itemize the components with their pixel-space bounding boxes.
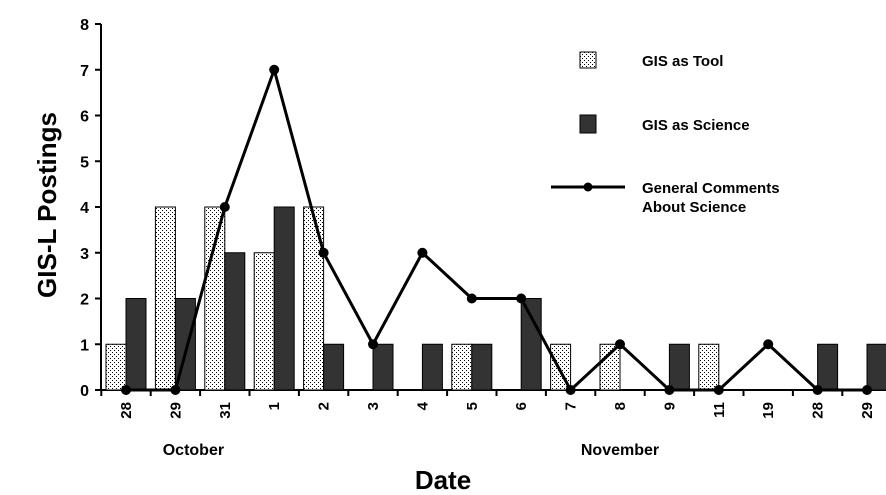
line-point xyxy=(368,339,378,350)
line-point xyxy=(862,385,872,395)
bar-gis-as-tool xyxy=(204,206,226,391)
line-point xyxy=(713,385,724,395)
x-tick-label: 29 xyxy=(859,402,876,419)
legend-label-tool: GIS as Tool xyxy=(642,53,723,70)
y-tick-label: 5 xyxy=(80,154,89,171)
y-tick-label: 7 xyxy=(80,63,89,80)
bar-gis-as-science xyxy=(520,298,542,391)
bar-gis-as-science xyxy=(273,206,295,391)
bar-gis-as-tool xyxy=(451,343,473,391)
bar-gis-as-science xyxy=(323,343,345,391)
bar-gis-as-science xyxy=(125,298,147,391)
bar-gis-as-tool xyxy=(105,343,127,391)
x-tick-label: 6 xyxy=(513,402,530,410)
line-point xyxy=(516,293,527,304)
line-point xyxy=(763,339,774,350)
x-tick-label: 31 xyxy=(217,402,234,419)
legend: GIS as Tool GIS as Science General Comme… xyxy=(551,51,780,216)
x-tick-label: 4 xyxy=(414,401,431,410)
bar-gis-as-tool xyxy=(253,252,275,391)
y-tick-label: 8 xyxy=(80,17,89,34)
bar-gis-as-science xyxy=(668,343,690,391)
x-tick-label: 28 xyxy=(118,402,135,419)
bar-gis-as-tool xyxy=(303,206,325,391)
bar-gis-as-science xyxy=(866,343,886,391)
bar-gis-as-science xyxy=(471,343,493,391)
line-point xyxy=(812,385,823,395)
x-axis-title: Date xyxy=(415,465,471,495)
line-point xyxy=(664,385,675,395)
legend-swatch-tool xyxy=(579,51,597,69)
bars xyxy=(105,206,886,391)
x-tick-label: 1 xyxy=(266,402,283,410)
y-tick-label: 4 xyxy=(80,200,89,217)
line-point xyxy=(318,247,329,258)
bar-gis-as-science xyxy=(224,252,246,391)
legend-swatch-science xyxy=(579,114,597,134)
month-label: October xyxy=(163,442,224,459)
y-tick-label: 6 xyxy=(80,109,89,126)
x-tick-label: 28 xyxy=(810,402,827,419)
line-series xyxy=(121,64,872,395)
legend-label-science: GIS as Science xyxy=(642,117,750,134)
x-tick-label: 2 xyxy=(316,402,333,410)
x-axis: 28 29 31 1 2 3 4 5 6 7 8 9 11 19 28 29 October November xyxy=(100,389,886,459)
line-point xyxy=(269,64,280,75)
line-point xyxy=(170,385,181,395)
line-point xyxy=(121,385,131,395)
x-tick-label: 19 xyxy=(760,402,777,419)
bar-gis-as-science xyxy=(372,343,394,391)
y-tick-label: 3 xyxy=(80,246,89,263)
y-tick-label: 0 xyxy=(80,383,89,400)
legend-marker-comments xyxy=(583,182,593,192)
y-tick-label: 2 xyxy=(80,292,89,309)
x-tick-label: 5 xyxy=(464,402,481,410)
bar-gis-as-tool xyxy=(599,343,621,391)
y-tick-label: 1 xyxy=(80,337,89,354)
line-point xyxy=(466,293,477,304)
bar-gis-as-tool xyxy=(698,343,720,391)
bar-gis-as-tool xyxy=(154,206,176,391)
legend-label-comments-line1: General Comments xyxy=(642,180,780,197)
bar-gis-as-science xyxy=(817,343,839,391)
line-general-comments xyxy=(126,68,867,392)
line-point xyxy=(219,202,230,212)
x-tick-label: 8 xyxy=(612,402,629,410)
bar-gis-as-science xyxy=(421,343,443,391)
x-tick-label: 29 xyxy=(167,402,184,419)
x-tick-label: 3 xyxy=(365,402,382,410)
line-point xyxy=(565,385,576,395)
line-point xyxy=(417,247,428,258)
y-axis: 0 1 2 3 4 5 6 7 8 xyxy=(80,17,102,400)
x-tick-label: 9 xyxy=(661,402,678,410)
x-tick-label: 7 xyxy=(563,402,580,410)
legend-label-comments-line2: About Science xyxy=(642,199,746,216)
line-point xyxy=(615,339,625,350)
month-label: November xyxy=(581,442,659,459)
y-axis-title: GIS-L Postings xyxy=(32,112,62,298)
x-tick-label: 11 xyxy=(711,402,728,418)
